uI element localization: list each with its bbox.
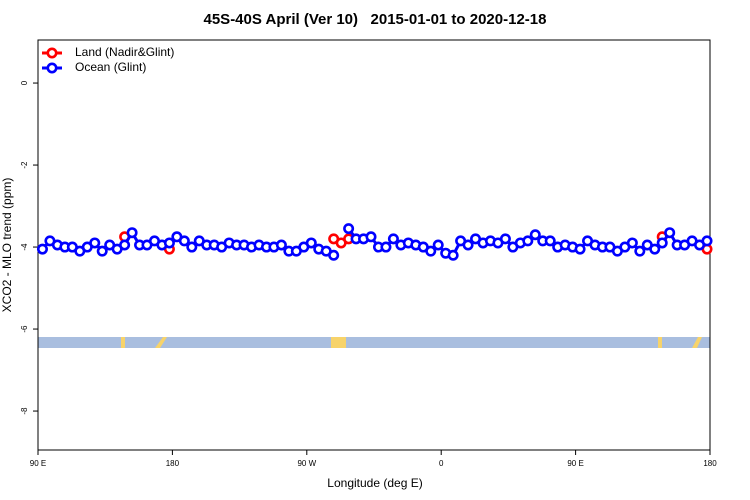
- data-point: [126, 227, 138, 239]
- data-point: [178, 235, 190, 247]
- land-strip: [331, 337, 346, 348]
- legend-label: Ocean (Glint): [75, 60, 146, 74]
- y-tick-label: -2: [20, 161, 29, 169]
- data-point: [186, 241, 198, 253]
- x-tick-label: 0: [439, 459, 444, 468]
- x-axis-label: Longitude (deg E): [327, 476, 422, 490]
- data-point: [574, 243, 586, 255]
- data-point: [499, 233, 511, 245]
- data-point: [387, 233, 399, 245]
- data-point: [119, 239, 131, 251]
- x-tick-label: 180: [703, 459, 717, 468]
- data-point: [447, 249, 459, 261]
- data-point: [626, 237, 638, 249]
- data-point: [432, 239, 444, 251]
- y-tick-label: 0: [20, 80, 29, 85]
- land-strip: [658, 337, 662, 348]
- data-point: [664, 227, 676, 239]
- series: [36, 223, 713, 261]
- data-point: [163, 237, 175, 249]
- data-point: [328, 249, 340, 261]
- y-tick-label: -8: [20, 407, 29, 415]
- y-tick-label: -6: [20, 325, 29, 333]
- legend-marker: [46, 47, 58, 59]
- data-point: [343, 223, 355, 235]
- data-point: [96, 245, 108, 257]
- data-point: [425, 245, 437, 257]
- y-tick-label: -4: [20, 243, 29, 251]
- land-strip: [155, 337, 167, 348]
- data-point: [462, 239, 474, 251]
- x-tick-label: 180: [166, 459, 180, 468]
- data-point: [380, 241, 392, 253]
- data-point: [529, 229, 541, 241]
- chart-title: 45S-40S April (Ver 10) 2015-01-01 to 202…: [204, 11, 547, 28]
- legend-label: Land (Nadir&Glint): [75, 45, 174, 59]
- data-point: [656, 237, 668, 249]
- land-strip: [121, 337, 125, 348]
- land-strip: [692, 337, 702, 348]
- data-point: [275, 239, 287, 251]
- data-point: [544, 235, 556, 247]
- data-point: [522, 235, 534, 247]
- data-point: [305, 237, 317, 249]
- x-tick-label: 90 E: [567, 459, 583, 468]
- data-point: [89, 237, 101, 249]
- data-point: [36, 243, 48, 255]
- legend-marker: [46, 62, 58, 74]
- ocean-strip: [38, 337, 710, 348]
- surface-mask-strip: [38, 337, 710, 348]
- data-point: [649, 243, 661, 255]
- data-point: [365, 231, 377, 243]
- data-point: [634, 245, 646, 257]
- x-tick-label: 90 E: [30, 459, 46, 468]
- y-axis-label: XCO2 - MLO trend (ppm): [0, 178, 14, 313]
- data-point: [701, 235, 713, 247]
- x-tick-label: 90 W: [297, 459, 316, 468]
